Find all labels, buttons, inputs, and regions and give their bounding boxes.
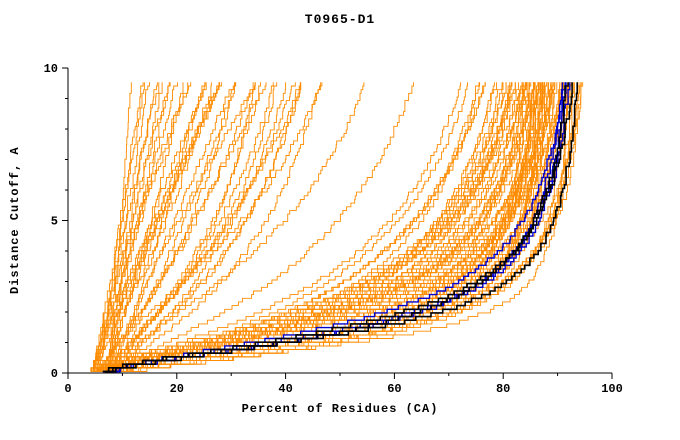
prediction-poor-curve — [91, 82, 145, 372]
prediction-poor-curve — [108, 82, 256, 372]
y-tick-label: 0 — [51, 367, 58, 381]
prediction-bundle-curve — [104, 82, 564, 372]
x-tick-label: 80 — [496, 382, 510, 396]
prediction-poor-curve — [94, 82, 267, 372]
prediction-bundle-curve — [114, 82, 513, 372]
prediction-mid-curve — [95, 82, 254, 372]
y-axis-label: Distance Cutoff, A — [8, 146, 22, 295]
x-tick-label: 60 — [387, 382, 401, 396]
x-tick-label: 20 — [170, 382, 184, 396]
prediction-bundle-curve — [108, 82, 540, 372]
prediction-mid-curve — [108, 82, 322, 372]
x-tick-label: 0 — [64, 382, 71, 396]
prediction-bundle-curve — [113, 82, 569, 372]
prediction-poor-curve — [94, 82, 150, 372]
prediction-bundle-curve — [118, 82, 486, 372]
prediction-bundle-curve — [102, 82, 504, 372]
prediction-bundle-curve — [96, 82, 480, 372]
prediction-mid-curve — [98, 82, 323, 372]
prediction-poor-curve — [93, 82, 170, 372]
prediction-bundle-curve — [103, 82, 512, 372]
best-black-curve — [102, 82, 578, 373]
prediction-mid-curve — [109, 82, 302, 372]
best-black-curve — [104, 82, 573, 373]
x-tick-label: 100 — [601, 382, 623, 396]
prediction-bundle-curve — [119, 82, 527, 372]
reference-blue-curve — [110, 82, 566, 373]
prediction-mid-curve — [104, 82, 301, 372]
y-tick-label: 5 — [51, 215, 58, 229]
prediction-poor-curve — [109, 82, 236, 372]
prediction-mid-curve — [112, 82, 365, 372]
prediction-bundle-curve — [94, 82, 462, 372]
prediction-poor-curve — [90, 82, 220, 372]
prediction-bundle-curve — [92, 82, 520, 372]
prediction-bundle-curve — [107, 82, 574, 372]
y-tick-label: 10 — [44, 62, 58, 76]
prediction-bundle-curve — [118, 82, 497, 372]
prediction-poor-curve — [111, 82, 235, 372]
curves-layer — [90, 82, 584, 373]
x-axis-label: Percent of Residues (CA) — [241, 402, 439, 416]
prediction-poor-curve — [90, 82, 222, 372]
prediction-bundle-curve — [97, 82, 516, 372]
x-tick-label: 40 — [278, 382, 292, 396]
plot-title: T0965-D1 — [304, 12, 376, 27]
prediction-mid-curve — [114, 82, 278, 372]
prediction-mid-curve — [108, 82, 414, 372]
prediction-bundle-curve — [98, 82, 545, 372]
prediction-bundle-curve — [105, 82, 486, 372]
prediction-bundle-curve — [104, 82, 524, 372]
prediction-mid-curve — [113, 82, 256, 372]
prediction-mid-curve — [116, 82, 296, 372]
prediction-poor-curve — [93, 82, 160, 372]
prediction-bundle-curve — [100, 82, 495, 372]
